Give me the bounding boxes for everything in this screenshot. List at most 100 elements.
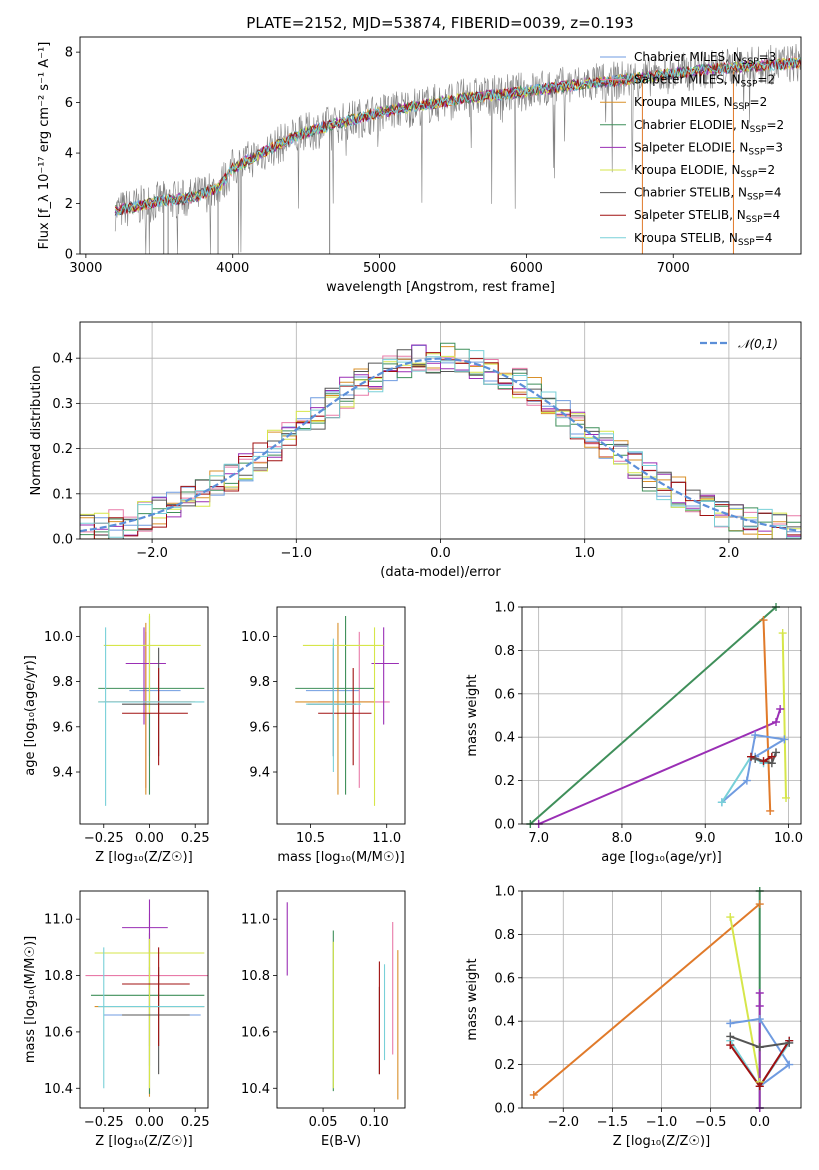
- plot-area-age_vs_Z: [98, 613, 205, 806]
- x-axis-label: wavelength [Angstrom, rest frame]: [326, 280, 555, 295]
- y-tick-label: 0.4: [494, 1015, 515, 1030]
- x-tick-label: 5000: [363, 261, 396, 276]
- figure-title: PLATE=2152, MJD=53874, FIBERID=0039, z=0…: [246, 14, 633, 32]
- x-axis-label: (data-model)/error: [380, 565, 501, 580]
- model-spectrum-line: [114, 57, 801, 216]
- x-tick-label: 2.0: [719, 546, 740, 561]
- y-axis-label: age [log₁₀(age/yr)]: [23, 655, 38, 776]
- plot-area-mass_vs_Z: [85, 899, 208, 1097]
- plot-area-age_vs_mass: [295, 616, 399, 806]
- axes-frame: [79, 890, 209, 1109]
- mass-weight-marker: [751, 731, 760, 740]
- x-tick-label: 11.0: [372, 831, 401, 846]
- mass-weight-marker: [772, 718, 781, 727]
- panel-massweight_vs_Z: −2.0 −1.5 −1.0 −0.5 0.0 0.0 0.2 0.4 0.6 0.8 1.0 Z […: [465, 885, 802, 1149]
- x-tick-label: 1.0: [574, 546, 595, 561]
- plot-area-spectrum: [114, 43, 801, 254]
- mass-weight-line: [529, 607, 777, 824]
- x-axis-label: Z [log₁₀(Z/Z☉)]: [95, 1134, 192, 1149]
- mass-weight-marker: [755, 1002, 764, 1011]
- y-axis-label: Normed distribution: [29, 366, 44, 496]
- x-tick-label: 0.0: [430, 546, 451, 561]
- x-tick-label: 10.5: [296, 831, 325, 846]
- x-axis-label: E(B-V): [321, 1134, 361, 1149]
- mass-weight-marker: [726, 1032, 735, 1041]
- x-tick-label: −0.5: [695, 1115, 727, 1130]
- y-tick-label: 1.0: [494, 885, 515, 900]
- y-tick-label: 0.1: [52, 487, 73, 502]
- mass-weight-marker: [776, 704, 785, 713]
- x-tick-label: −0.25: [84, 831, 124, 846]
- y-tick-label: 9.4: [249, 766, 270, 781]
- mass-weight-line: [729, 916, 761, 1083]
- y-tick-label: 4: [65, 147, 73, 162]
- mass-weight-marker: [755, 1043, 764, 1052]
- y-axis-label: mass weight: [465, 958, 480, 1040]
- y-tick-label: 0.6: [494, 971, 515, 986]
- mass-weight-marker: [755, 1082, 764, 1091]
- axes-frame: [79, 606, 209, 825]
- x-axis-label: Z [log₁₀(Z/Z☉)]: [95, 850, 192, 865]
- mass-weight-marker: [785, 1038, 794, 1047]
- y-tick-label: 0.6: [494, 687, 515, 702]
- x-tick-label: 0.10: [360, 1115, 389, 1130]
- y-tick-label: 1.0: [494, 601, 515, 616]
- y-tick-label: 0.8: [494, 928, 515, 943]
- mass-weight-marker: [726, 1019, 735, 1028]
- x-tick-label: 7.0: [528, 831, 549, 846]
- y-tick-label: 10.0: [44, 630, 73, 645]
- x-tick-label: −1.0: [646, 1115, 678, 1130]
- mass-weight-marker: [766, 806, 775, 815]
- legend-label: Salpeter MILES, NSSP=2: [634, 73, 775, 90]
- y-tick-label: 0.2: [494, 1058, 515, 1073]
- x-tick-label: 0.25: [181, 1115, 210, 1130]
- mass-weight-marker: [785, 1060, 794, 1069]
- axes-frame: [79, 321, 802, 540]
- y-tick-label: 8: [65, 46, 73, 61]
- y-tick-label: 9.8: [52, 675, 73, 690]
- axes-frame: [521, 606, 802, 825]
- x-tick-label: 0.05: [309, 1115, 338, 1130]
- y-tick-label: 10.4: [241, 1082, 270, 1097]
- panel-age_vs_Z: −0.25 0.00 0.25 9.4 9.6 9.8 10.0 Z [log₁₀(Z/Z☉)…: [23, 606, 210, 865]
- plot-area-massweight_vs_age: [522, 607, 801, 824]
- legend-label: Chabrier ELODIE, NSSP=2: [634, 118, 784, 135]
- y-tick-label: 10.8: [44, 969, 73, 984]
- y-tick-label: 10.6: [241, 1025, 270, 1040]
- mass-weight-line: [762, 619, 772, 812]
- y-tick-label: 0.0: [494, 818, 515, 833]
- mass-weight-marker: [759, 616, 768, 625]
- x-tick-label: 9.0: [695, 831, 716, 846]
- mass-weight-marker: [767, 759, 776, 768]
- y-tick-label: 10.6: [44, 1025, 73, 1040]
- panel-residuals: −2.0 −1.0 0.0 1.0 2.0 0.0 0.1 0.2 0.3 0.4 (data-mo…: [29, 321, 802, 580]
- mass-weight-marker: [726, 1041, 735, 1050]
- mass-weight-marker: [751, 754, 760, 763]
- y-tick-label: 10.8: [241, 969, 270, 984]
- x-tick-label: −1.0: [281, 546, 313, 561]
- mass-weight-marker: [780, 735, 789, 744]
- mass-weight-marker: [755, 900, 764, 909]
- y-tick-label: 0.2: [494, 774, 515, 789]
- y-tick-label: 2: [65, 197, 73, 212]
- mass-weight-marker: [717, 798, 726, 807]
- axes-frame: [79, 36, 802, 255]
- legend-label: Kroupa MILES, NSSP=2: [634, 95, 767, 112]
- x-tick-label: 0.0: [749, 1115, 770, 1130]
- axes-frame: [521, 890, 802, 1109]
- residual-histogram-line: [80, 352, 801, 539]
- mass-weight-line: [781, 632, 787, 799]
- legend-label: Salpeter ELODIE, NSSP=3: [634, 140, 783, 157]
- residual-histogram-line: [80, 344, 801, 539]
- mass-weight-marker: [755, 988, 764, 997]
- x-tick-label: 7000: [657, 261, 690, 276]
- mass-weight-marker: [778, 629, 787, 638]
- panel-mass_vs_Z: −0.25 0.00 0.25 10.4 10.6 10.8 11.0 Z [log₁₀(Z/…: [23, 890, 210, 1149]
- x-tick-label: 0.00: [135, 831, 164, 846]
- plot-area-residuals: [80, 322, 801, 539]
- legend-label: Salpeter STELIB, NSSP=4: [634, 208, 780, 225]
- y-tick-label: 9.6: [249, 720, 270, 735]
- mass-weight-marker: [782, 793, 791, 802]
- legend-label: Chabrier MILES, NSSP=3: [634, 50, 776, 67]
